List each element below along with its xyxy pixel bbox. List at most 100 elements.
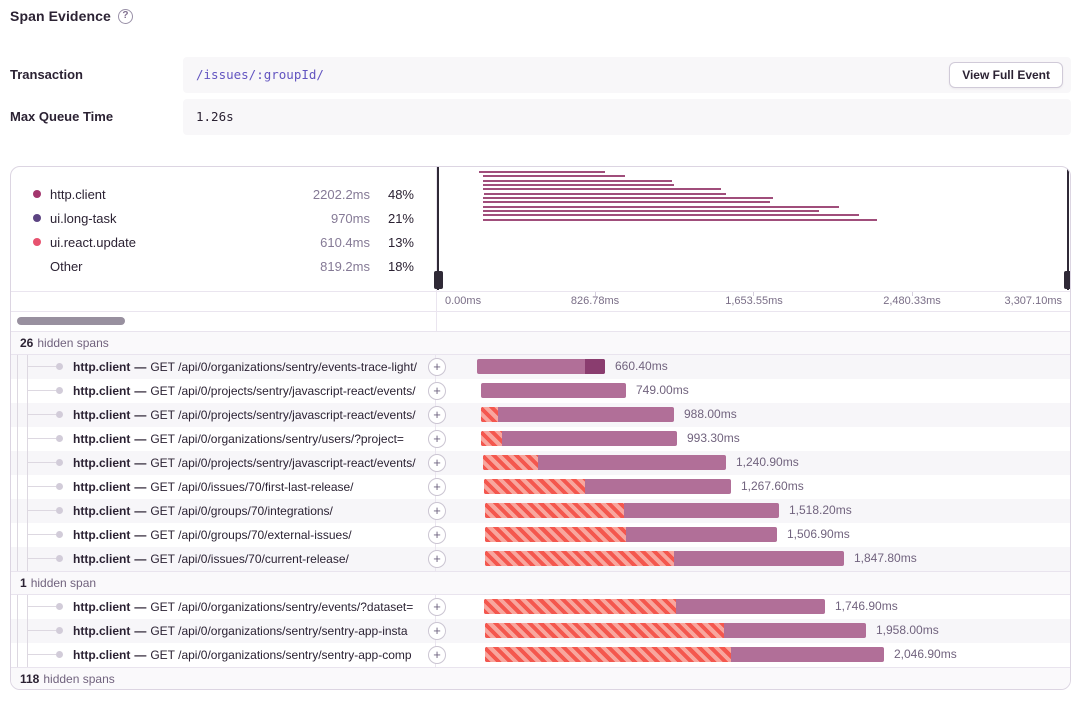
legend-percent: 18%: [387, 258, 414, 274]
span-title[interactable]: http.client — GET /api/0/issues/70/current…: [73, 547, 428, 571]
expand-span-button[interactable]: +: [428, 406, 446, 424]
span-duration-bar[interactable]: [481, 383, 626, 398]
span-title[interactable]: http.client — GET /api/0/projects/sentry/j…: [73, 403, 428, 427]
axis-tick: [753, 292, 754, 296]
legend-op-label: Other: [50, 258, 83, 274]
tree-connector-line: [27, 606, 56, 607]
queue-time-hatch: [485, 503, 624, 518]
legend-item[interactable]: ui.react.update 610.4ms 13%: [33, 230, 414, 254]
legend-item[interactable]: ui.long-task 970ms 21%: [33, 206, 414, 230]
span-duration-label: 660.40ms: [615, 359, 668, 373]
help-icon[interactable]: ?: [117, 8, 133, 24]
hidden-spans-label: hidden spans: [37, 336, 109, 350]
hidden-spans-row[interactable]: 26 hidden spans: [11, 331, 1070, 355]
timeline-minimap[interactable]: [434, 167, 1070, 291]
expand-span-button[interactable]: +: [428, 454, 446, 472]
span-duration-label: 749.00ms: [636, 383, 689, 397]
em-dash: —: [134, 456, 147, 470]
span-row: http.client — GET /api/0/projects/sentry/j…: [11, 451, 1070, 475]
legend-item[interactable]: Other 819.2ms 18%: [33, 254, 414, 278]
span-title[interactable]: http.client — GET /api/0/projects/sentry/j…: [73, 451, 428, 475]
span-duration-bar[interactable]: [485, 527, 777, 542]
max-queue-time-box: 1.26s: [183, 99, 1071, 135]
expand-span-button[interactable]: +: [428, 430, 446, 448]
span-duration-label: 993.30ms: [687, 431, 740, 445]
expand-span-button[interactable]: +: [428, 550, 446, 568]
tree-connector-line: [27, 438, 56, 439]
span-title[interactable]: http.client — GET /api/0/organizations/sen…: [73, 355, 428, 379]
span-title[interactable]: http.client — GET /api/0/organizations/sen…: [73, 427, 428, 451]
span-duration-bar[interactable]: [485, 551, 844, 566]
tree-guide-line: [17, 451, 18, 475]
expand-span-button[interactable]: +: [428, 598, 446, 616]
span-description: GET /api/0/issues/70/first-last-release/: [150, 480, 354, 494]
expand-span-button[interactable]: +: [428, 622, 446, 640]
span-duration-bar[interactable]: [484, 599, 825, 614]
minimap-span-bar: [483, 184, 674, 186]
span-op: http.client: [73, 504, 131, 518]
span-title[interactable]: http.client — GET /api/0/organizations/sen…: [73, 643, 428, 667]
span-duration-label: 1,267.60ms: [741, 479, 804, 493]
plus-icon: +: [433, 647, 441, 662]
tree-guide-line: [27, 643, 28, 667]
span-duration-bar[interactable]: [485, 503, 779, 518]
span-duration-bar[interactable]: [481, 431, 677, 446]
minimap-right-handle[interactable]: [1064, 167, 1070, 290]
em-dash: —: [134, 360, 147, 374]
em-dash: —: [134, 384, 147, 398]
expand-span-button[interactable]: +: [428, 526, 446, 544]
span-title[interactable]: http.client — GET /api/0/projects/sentry/j…: [73, 379, 428, 403]
span-title[interactable]: http.client — GET /api/0/organizations/sen…: [73, 595, 428, 619]
span-description: GET /api/0/organizations/sentry/users/?p…: [150, 432, 404, 446]
tree-guide-line: [27, 403, 28, 427]
span-row-title-cell: http.client — GET /api/0/organizations/sen…: [11, 643, 436, 667]
em-dash: —: [134, 480, 147, 494]
tree-node-dot-icon: [56, 435, 63, 442]
span-duration-bar[interactable]: [485, 647, 884, 662]
queue-time-hatch: [485, 551, 674, 566]
span-duration-bar[interactable]: [477, 359, 605, 374]
minimap-left-grip-icon[interactable]: [434, 271, 443, 289]
transaction-link[interactable]: /issues/:groupId/: [196, 67, 324, 82]
tree-node-dot-icon: [56, 651, 63, 658]
expand-span-button[interactable]: +: [428, 478, 446, 496]
plus-icon: +: [433, 359, 441, 374]
expand-span-button[interactable]: +: [428, 646, 446, 664]
span-duration-bar[interactable]: [484, 479, 731, 494]
horizontal-scrollbar-thumb[interactable]: [17, 317, 125, 325]
span-op: http.client: [73, 480, 131, 494]
legend-dot-icon: [33, 190, 41, 198]
tree-guide-line: [17, 595, 18, 619]
legend-item[interactable]: http.client 2202.2ms 48%: [33, 182, 414, 206]
span-description: GET /api/0/organizations/sentry/events-t…: [150, 360, 417, 374]
span-title[interactable]: http.client — GET /api/0/groups/70/externa…: [73, 523, 428, 547]
expand-span-button[interactable]: +: [428, 502, 446, 520]
span-duration-bar[interactable]: [485, 623, 866, 638]
span-title[interactable]: http.client — GET /api/0/groups/70/integra…: [73, 499, 428, 523]
span-row-timeline-cell: 1,267.60ms: [436, 475, 1070, 499]
span-description: GET /api/0/groups/70/integrations/: [150, 504, 333, 518]
queue-time-hatch: [485, 527, 626, 542]
minimap-right-grip-icon[interactable]: [1064, 271, 1070, 289]
hidden-spans-row[interactable]: 118 hidden spans: [11, 667, 1070, 689]
plus-icon: +: [433, 479, 441, 494]
span-duration-bar[interactable]: [481, 407, 674, 422]
expand-span-button[interactable]: +: [428, 358, 446, 376]
axis-tick: [595, 292, 596, 296]
max-queue-time-value: 1.26s: [196, 109, 234, 124]
tree-connector-line: [27, 534, 56, 535]
minimap-span-bar: [484, 193, 726, 195]
minimap-left-handle[interactable]: [434, 167, 443, 290]
span-duration-bar[interactable]: [483, 455, 726, 470]
hidden-spans-row[interactable]: 1 hidden span: [11, 571, 1070, 595]
tree-node-dot-icon: [56, 363, 63, 370]
tree-guide-line: [17, 619, 18, 643]
queue-time-hatch: [484, 599, 676, 614]
span-title[interactable]: http.client — GET /api/0/issues/70/first-l…: [73, 475, 428, 499]
expand-span-button[interactable]: +: [428, 382, 446, 400]
axis-label: 3,307.10ms: [1004, 295, 1062, 307]
view-full-event-button[interactable]: View Full Event: [949, 62, 1063, 88]
queue-time-hatch: [483, 455, 538, 470]
span-title[interactable]: http.client — GET /api/0/organizations/sen…: [73, 619, 428, 643]
span-row-timeline-cell: 1,746.90ms: [436, 595, 1070, 619]
